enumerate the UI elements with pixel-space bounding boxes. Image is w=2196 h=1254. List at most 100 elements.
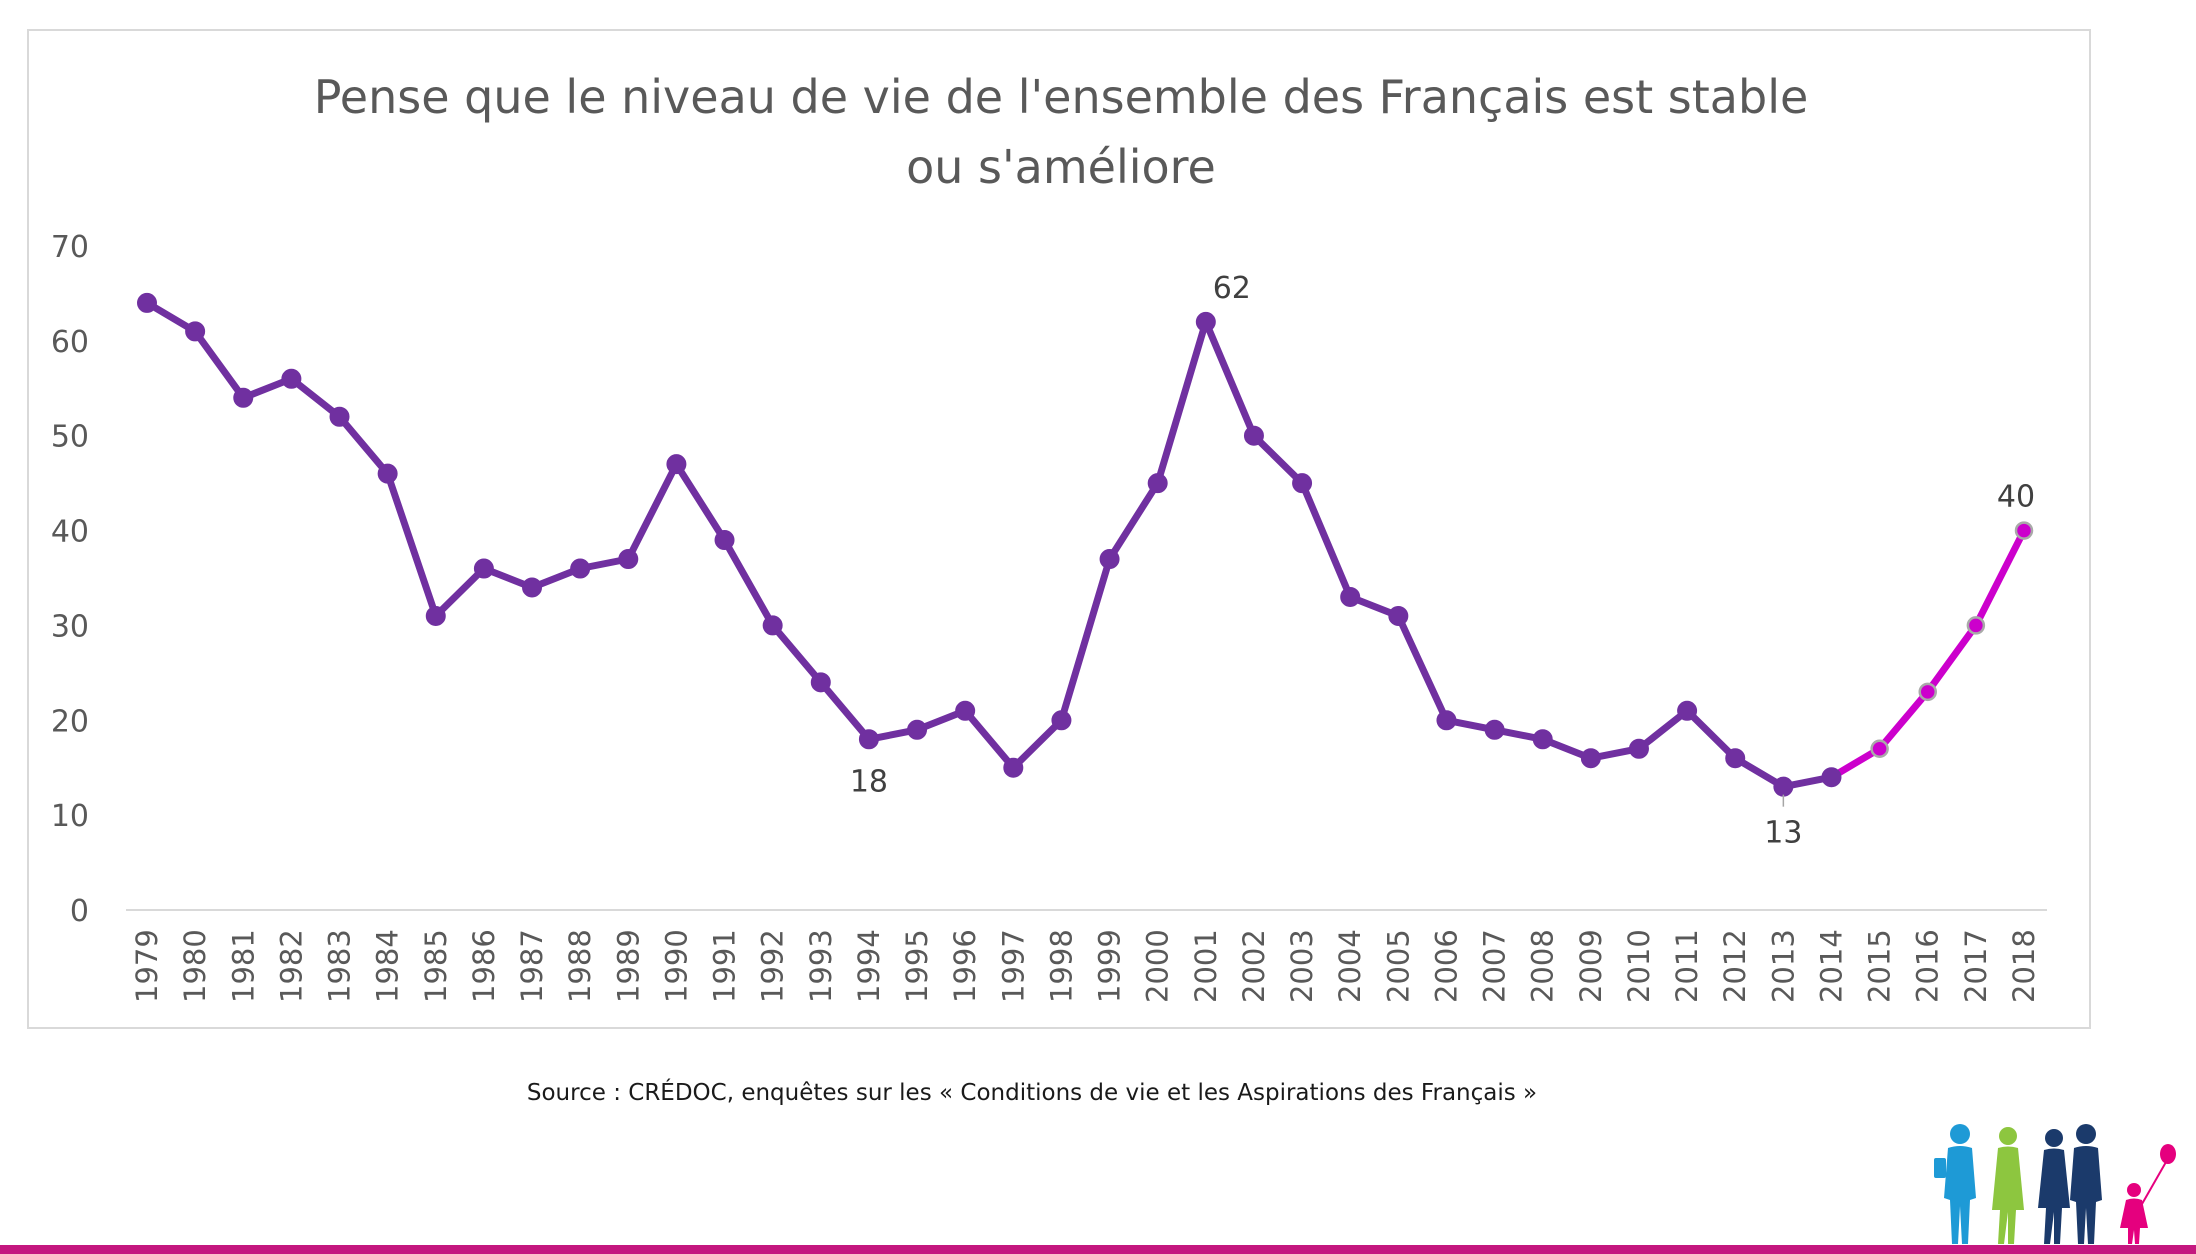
x-tick-label: 2012	[1718, 929, 1752, 1003]
data-point	[714, 530, 735, 551]
data-point	[1292, 473, 1313, 494]
x-tick-label: 1984	[371, 929, 405, 1003]
data-point	[955, 700, 976, 721]
data-point	[1532, 729, 1553, 750]
adult-figure-green-icon	[1992, 1127, 2024, 1244]
data-point	[1147, 473, 1168, 494]
x-tick-label: 1983	[323, 929, 357, 1003]
x-tick-label: 1980	[178, 929, 212, 1003]
family-silhouette-logo	[1934, 1124, 2176, 1244]
data-point	[1484, 719, 1505, 740]
data-point	[1870, 739, 1889, 758]
data-point	[810, 672, 831, 693]
x-tick-label: 2005	[1381, 929, 1415, 1003]
series-points	[137, 292, 2034, 797]
y-tick-label: 30	[51, 609, 89, 644]
data-point	[233, 387, 254, 408]
x-tick-label: 2000	[1141, 929, 1175, 1003]
x-tick-label: 2014	[1814, 929, 1848, 1003]
x-tick-label: 1996	[948, 929, 982, 1003]
adult-figure-navy-icon	[2038, 1124, 2102, 1244]
x-tick-label: 2017	[1959, 929, 1993, 1003]
x-tick-label: 2006	[1429, 929, 1463, 1003]
x-tick-label: 2004	[1333, 929, 1367, 1003]
data-point	[185, 321, 206, 342]
data-point	[1243, 425, 1264, 446]
data-point	[425, 605, 446, 626]
data-label: 62	[1213, 271, 1251, 306]
data-point	[2014, 521, 2034, 540]
x-tick-label: 2010	[1622, 929, 1656, 1003]
data-labels: 18 62 13 40	[850, 271, 2035, 851]
data-label: 40	[1997, 480, 2035, 515]
series-line-main	[143, 299, 1835, 791]
data-point	[1918, 682, 1937, 702]
chart-title-line-2: ou s'améliore	[906, 140, 1216, 194]
data-point	[1195, 311, 1216, 332]
x-tick-label: 1997	[996, 929, 1030, 1003]
y-tick-label: 10	[51, 799, 89, 834]
y-tick-label: 50	[51, 420, 89, 455]
y-tick-label: 60	[51, 325, 89, 360]
y-tick-label: 40	[51, 515, 89, 550]
x-tick-label: 2018	[2007, 929, 2041, 1003]
data-point	[1388, 605, 1409, 626]
data-point	[1677, 700, 1698, 721]
data-point	[907, 719, 928, 740]
x-axis-ticks: 1979 1980 1981 1982 1983 1984 1985 1986 1987 1988…	[130, 929, 2041, 1003]
data-point	[762, 615, 783, 636]
y-axis-ticks: 0 10 20 30 40 50 60 70	[51, 230, 89, 929]
data-point	[1340, 586, 1361, 607]
source-note: Source : CRÉDOC, enquêtes sur les « Cond…	[526, 1080, 1538, 1106]
data-point	[858, 729, 879, 750]
x-tick-label: 1995	[900, 929, 934, 1003]
x-tick-label: 2013	[1766, 929, 1800, 1003]
x-tick-label: 2011	[1670, 929, 1704, 1003]
x-tick-label: 2003	[1285, 929, 1319, 1003]
y-tick-label: 20	[51, 704, 89, 739]
data-label: 13	[1764, 816, 1802, 851]
data-point	[522, 577, 543, 598]
x-tick-label: 2001	[1189, 929, 1223, 1003]
x-tick-label: 2015	[1863, 929, 1897, 1003]
x-tick-label: 2009	[1574, 929, 1608, 1003]
x-tick-label: 1982	[274, 929, 308, 1003]
data-point	[1051, 710, 1072, 731]
x-tick-label: 2002	[1237, 929, 1271, 1003]
data-point	[281, 368, 302, 389]
line-chart: Pense que le niveau de vie de l'ensemble…	[51, 70, 2047, 1003]
data-point	[570, 558, 591, 579]
data-point	[1099, 549, 1120, 570]
data-point	[1003, 757, 1024, 778]
x-tick-label: 1992	[756, 929, 790, 1003]
x-tick-label: 1985	[419, 929, 453, 1003]
x-tick-label: 1988	[563, 929, 597, 1003]
data-point	[1821, 767, 1842, 788]
data-point	[1580, 748, 1601, 769]
x-tick-label: 2016	[1911, 929, 1945, 1003]
x-tick-label: 1987	[515, 929, 549, 1003]
x-tick-label: 1993	[804, 929, 838, 1003]
x-tick-label: 1998	[1044, 929, 1078, 1003]
x-tick-label: 1986	[467, 929, 501, 1003]
chart-frame: Pense que le niveau de vie de l'ensemble…	[27, 29, 2091, 1029]
bottom-accent-bar	[0, 1245, 2196, 1254]
x-tick-label: 1989	[611, 929, 645, 1003]
data-point	[1628, 738, 1649, 759]
x-tick-label: 1999	[1093, 929, 1127, 1003]
x-tick-label: 1981	[226, 929, 260, 1003]
x-tick-label: 1991	[708, 929, 742, 1003]
series-line-highlight	[1828, 527, 2028, 781]
x-tick-label: 1990	[659, 929, 693, 1003]
data-point	[666, 454, 687, 475]
child-with-balloon-icon	[2120, 1144, 2176, 1244]
y-tick-label: 0	[70, 894, 89, 929]
y-tick-label: 70	[51, 230, 89, 265]
data-point	[377, 463, 398, 484]
series-lines	[143, 299, 2028, 791]
data-point	[1773, 776, 1794, 797]
x-tick-label: 2008	[1526, 929, 1560, 1003]
data-point	[329, 406, 350, 427]
data-point	[1436, 710, 1457, 731]
data-point	[1966, 616, 1986, 635]
